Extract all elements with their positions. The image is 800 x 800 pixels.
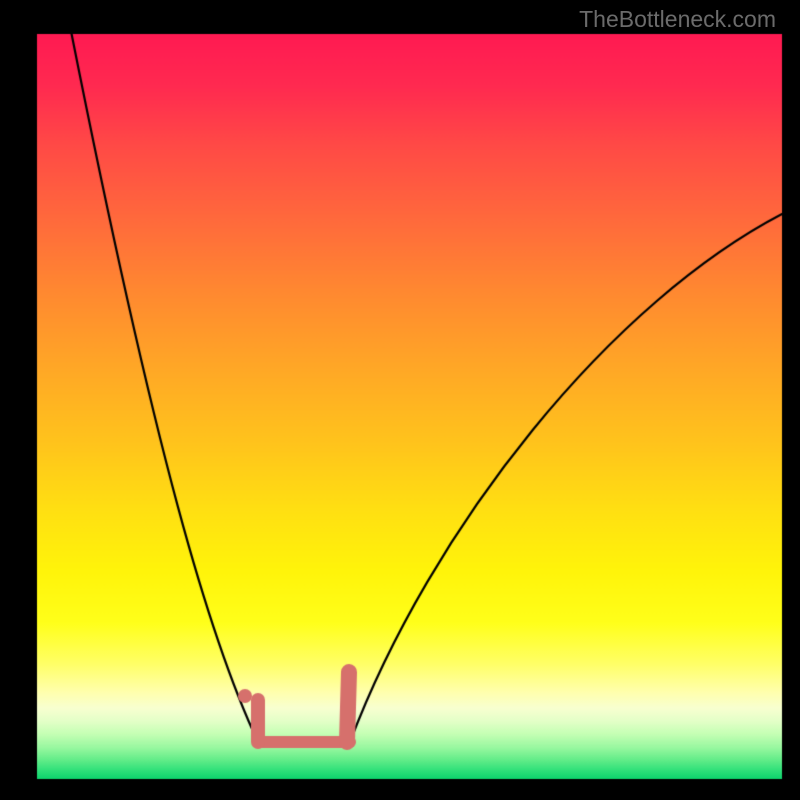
- bottleneck-chart-canvas: [0, 0, 800, 800]
- watermark-text: TheBottleneck.com: [579, 6, 776, 33]
